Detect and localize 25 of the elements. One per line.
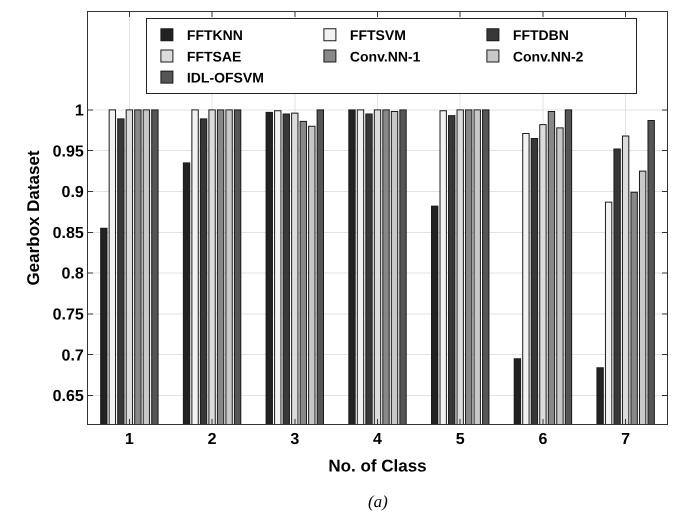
y-tick-label: 0.7 bbox=[62, 347, 84, 364]
y-tick-label: 0.95 bbox=[52, 143, 84, 160]
x-tick-label: 6 bbox=[538, 431, 548, 448]
x-tick-label: 1 bbox=[124, 431, 134, 448]
y-tick-label: 0.75 bbox=[52, 306, 84, 324]
x-tick-label: 7 bbox=[621, 431, 630, 448]
y-tick-label: 1 bbox=[74, 102, 84, 120]
y-axis-title: Gearbox Dataset bbox=[24, 150, 44, 286]
legend-label: FFTDBN bbox=[512, 27, 569, 44]
text: (a) bbox=[368, 492, 388, 511]
legend-label: Conv.NN-2 bbox=[512, 48, 584, 64]
x-tick-label: 3 bbox=[290, 431, 300, 448]
y-tick-label: 0.85 bbox=[52, 224, 84, 242]
x-tick-label: 2 bbox=[208, 431, 217, 448]
x-tick-label: 4 bbox=[373, 431, 382, 448]
y-tick-label: 0.9 bbox=[62, 184, 84, 202]
legend-label: IDL-OFSVM bbox=[186, 70, 264, 86]
legend-label: FFTSAE bbox=[186, 48, 242, 64]
x-tick-label: 5 bbox=[456, 431, 465, 448]
legend-label: Conv.NN-1 bbox=[350, 48, 421, 64]
legend-label: FFTKNN bbox=[186, 27, 243, 44]
x-axis-title: No. of Class bbox=[328, 456, 427, 476]
y-tick-label: 0.8 bbox=[62, 266, 84, 283]
y-tick-label: 0.65 bbox=[52, 388, 84, 406]
legend-label: FFTSVM bbox=[350, 27, 406, 44]
